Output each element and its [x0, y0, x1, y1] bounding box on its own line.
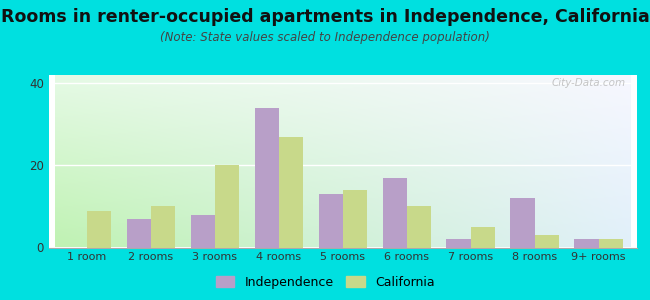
Bar	[471, 227, 495, 247]
Bar	[407, 206, 431, 247]
Legend: Independence, California: Independence, California	[211, 271, 439, 294]
Bar	[343, 190, 367, 248]
Bar	[87, 211, 111, 248]
Bar	[127, 219, 151, 247]
Bar	[382, 178, 407, 248]
Bar	[318, 194, 343, 247]
Bar	[510, 198, 535, 248]
Bar	[575, 239, 599, 247]
Bar	[215, 165, 239, 248]
Bar	[599, 239, 623, 247]
Bar	[279, 136, 304, 248]
Text: City-Data.com: City-Data.com	[551, 78, 625, 88]
Bar	[255, 108, 279, 248]
Bar	[151, 206, 176, 247]
Text: Rooms in renter-occupied apartments in Independence, California: Rooms in renter-occupied apartments in I…	[1, 8, 649, 26]
Text: (Note: State values scaled to Independence population): (Note: State values scaled to Independen…	[160, 32, 490, 44]
Bar	[190, 214, 215, 248]
Bar	[535, 235, 559, 248]
Bar	[447, 239, 471, 247]
